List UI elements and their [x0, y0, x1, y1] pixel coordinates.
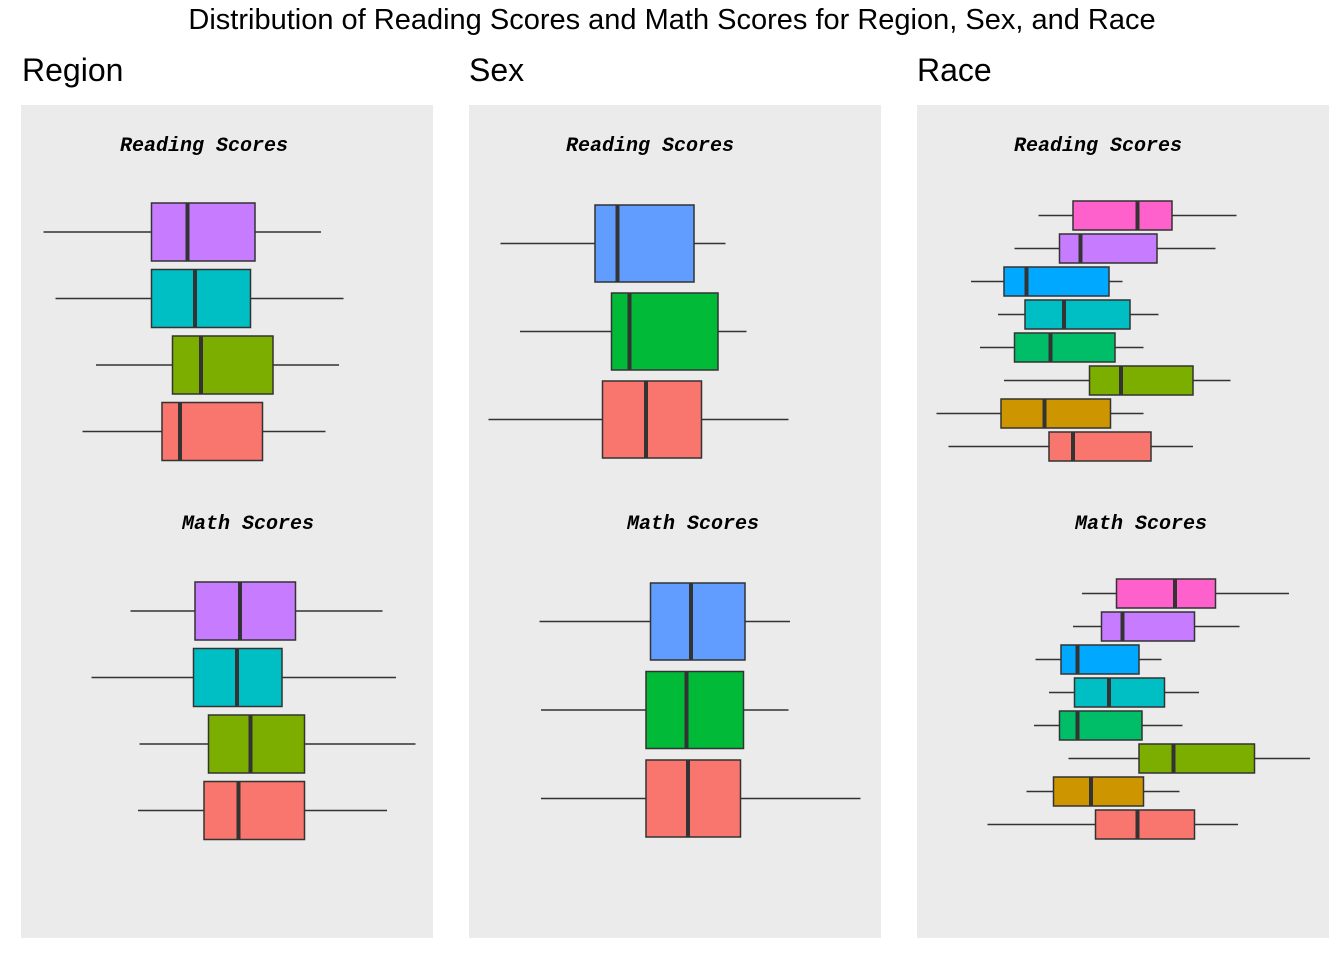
boxes-group-reading [488, 204, 789, 459]
box [1052, 776, 1145, 807]
boxplot-svg-sex: Reading Scores Math Scores [488, 135, 861, 838]
box [1048, 431, 1152, 462]
panel-race: Reading Scores Math Scores [917, 105, 1329, 938]
box [1073, 677, 1166, 708]
subplot-title-math: Math Scores [1074, 513, 1207, 536]
box [1058, 710, 1143, 741]
box [649, 582, 746, 661]
box [171, 335, 274, 395]
subplot-title-math: Math Scores [626, 513, 759, 536]
box [1100, 611, 1196, 642]
boxplot-svg-region: Reading Scores Math Scores [43, 135, 416, 841]
box [1003, 266, 1110, 297]
box [645, 759, 742, 838]
box [161, 401, 264, 462]
facet-label-race: Race [917, 52, 992, 88]
box [1024, 299, 1131, 330]
box [1088, 365, 1194, 396]
box [1072, 200, 1173, 231]
facet-label-region: Region [22, 52, 124, 88]
subplot-title-reading: Reading Scores [566, 135, 734, 158]
panel-sex: Reading Scores Math Scores [469, 105, 881, 938]
box [150, 268, 252, 329]
box [1094, 809, 1196, 840]
facet-label-sex: Sex [469, 52, 525, 88]
subplot-title-reading: Reading Scores [1014, 135, 1182, 158]
box [1013, 332, 1116, 363]
subplot-title-math: Math Scores [181, 513, 314, 536]
chart-title: Distribution of Reading Scores and Math … [188, 4, 1156, 36]
subplot-title-reading: Reading Scores [120, 135, 288, 158]
box [601, 380, 703, 459]
box [1060, 644, 1140, 675]
boxplot-svg-race: Reading Scores Math Scores [936, 135, 1310, 840]
box [594, 204, 695, 283]
panel-region: Reading Scores Math Scores [21, 105, 433, 938]
box [194, 581, 297, 641]
box [1115, 578, 1217, 609]
boxes-group-reading [936, 200, 1237, 462]
box [610, 292, 719, 371]
box [1000, 398, 1112, 429]
boxes-group-math [91, 581, 416, 841]
boxes-group-reading [43, 202, 344, 462]
box [203, 780, 306, 841]
box [150, 202, 256, 262]
box [645, 670, 745, 750]
box [1058, 233, 1158, 264]
box [1138, 743, 1256, 774]
boxes-group-math [539, 582, 861, 838]
box [207, 714, 306, 774]
boxes-group-math [987, 578, 1310, 840]
